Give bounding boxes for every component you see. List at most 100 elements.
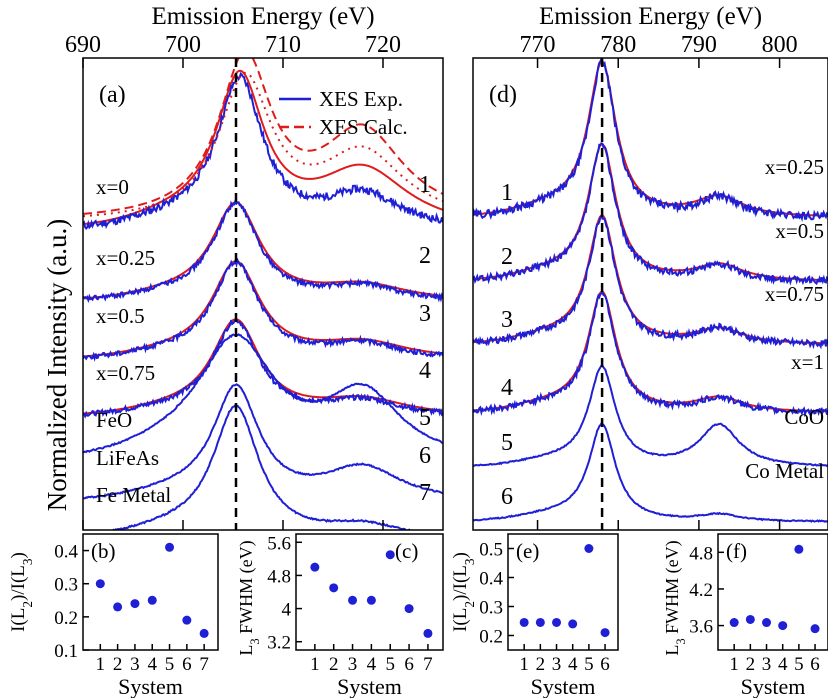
x-tick-label: 780	[600, 32, 636, 58]
x-tick-label: 1	[310, 654, 320, 675]
x-tick-label: 2	[536, 654, 546, 675]
y-tick-label: 0.3	[54, 575, 78, 596]
spectrum-number: 2	[501, 244, 513, 270]
x-tick-label: 1	[729, 654, 739, 675]
x-tick-label: 690	[65, 32, 101, 58]
spectrum-label: Fe Metal	[96, 483, 171, 507]
exp-spectrum-3	[473, 214, 828, 350]
spectrum-number: 1	[419, 172, 431, 198]
data-point	[794, 544, 804, 554]
spectrum-label: x=0.75	[96, 361, 155, 385]
x-tick-label: 720	[365, 32, 401, 58]
y-tick-label: 4	[282, 600, 292, 621]
y-axis-title: L3 FWHM (eV)	[662, 540, 688, 655]
spectrum-number: 5	[419, 405, 431, 431]
exp-spectrum-5	[83, 333, 443, 454]
x-tick-label: 7	[199, 654, 209, 675]
x-axis-title: System	[337, 674, 402, 698]
exp-spectrum-2	[473, 142, 828, 286]
spectrum-label: x=0.25	[96, 246, 155, 270]
spectrum-label: LiFeAs	[96, 446, 159, 470]
y-axis-title: L3 FWHM (eV)	[236, 540, 262, 655]
data-point	[348, 595, 358, 605]
spectrum-label: x=0.5	[96, 304, 145, 328]
data-point	[519, 617, 529, 627]
data-point	[147, 595, 157, 605]
calc-spectrum-dash	[83, 58, 443, 215]
exp-spectrum-1	[83, 71, 443, 231]
x-tick-label: 800	[762, 32, 798, 58]
panel-label: (b)	[91, 539, 116, 563]
x-tick-label: 5	[385, 654, 395, 675]
spectrum-label: FeO	[96, 408, 132, 432]
y-tick-label: 0.3	[479, 598, 503, 619]
panel-label: (d)	[489, 82, 517, 108]
spectrum-number: 7	[419, 480, 431, 506]
spectrum-label: x=0.25	[765, 155, 824, 179]
data-point	[568, 619, 578, 629]
y-axis-title: I(L2)/I(L3)	[450, 552, 477, 632]
y-tick-label: 3.2	[267, 633, 291, 654]
inset-panel-e: 0.2 0.3 0.4 0.5 1 2 3 4 5 6 (e) System I(L2)/I(L3)	[450, 533, 619, 698]
plot-frame	[82, 57, 444, 531]
plot-frame	[472, 57, 828, 531]
y-tick-label: 0.2	[479, 627, 503, 648]
x-tick-label: 710	[265, 32, 301, 58]
x-tick-label: 790	[681, 32, 717, 58]
y-axis-title: I(L2)/I(L3)	[8, 552, 35, 632]
exp-spectrum-6	[473, 422, 828, 523]
x-tick-label: 1	[96, 654, 106, 675]
data-point	[600, 628, 610, 638]
spectrum-number: 6	[501, 484, 513, 510]
data-point	[199, 628, 209, 638]
spectrum-number: 4	[501, 375, 513, 401]
exp-spectrum-4	[83, 318, 443, 419]
y-tick-label: 5.6	[267, 533, 291, 554]
data-point	[810, 624, 820, 634]
data-point	[329, 583, 339, 593]
y-axis-title: Normalized Intensity (a.u.)	[42, 219, 72, 511]
inset-frame	[82, 533, 219, 651]
x-tick-label: 1	[519, 654, 529, 675]
x-tick-label: 4	[367, 654, 377, 675]
data-point	[535, 617, 545, 627]
x-axis-title: System	[531, 674, 596, 698]
x-tick-label: 700	[165, 32, 201, 58]
x-axis-title: System	[118, 674, 183, 698]
inset-panel-b: 0.1 0.2 0.3 0.4 1 2 3 4 5 6 7 (b) System I(L2)/I(L3)	[8, 533, 219, 698]
inset-panel-f: 3.6 4.2 4.8 1 2 3 4 5 6 (f) System L3 FWHM (eV)	[662, 533, 828, 698]
spectrum-number: 3	[501, 307, 513, 333]
exp-spectrum-2	[83, 197, 443, 304]
spectrum-number: 2	[419, 243, 431, 269]
y-tick-label: 0.4	[479, 569, 503, 590]
y-tick-label: 0.2	[54, 608, 78, 629]
data-point	[165, 542, 175, 552]
legend-entry: XES Calc.	[319, 115, 408, 139]
exp-spectrum-7	[106, 403, 419, 530]
data-point	[423, 628, 433, 638]
x-tick-label: 6	[182, 654, 192, 675]
x-tick-label: 6	[810, 654, 820, 675]
y-tick-label: 3.6	[689, 617, 713, 638]
panel-label: (f)	[726, 539, 747, 563]
x-axis-title: System	[741, 674, 806, 698]
x-tick-label: 6	[404, 654, 414, 675]
x-tick-label: 3	[552, 654, 562, 675]
y-tick-label: 4.8	[267, 566, 291, 587]
x-tick-label: 5	[165, 654, 175, 675]
data-point	[366, 595, 376, 605]
y-tick-label: 0.5	[479, 540, 503, 561]
spectrum-label: Co Metal	[745, 459, 824, 483]
x-tick-label: 2	[746, 654, 756, 675]
inset-frame	[295, 533, 444, 651]
data-point	[310, 562, 320, 572]
panel-label: (c)	[395, 539, 418, 563]
inset-frame	[717, 533, 828, 651]
panel-label: (a)	[99, 82, 126, 108]
data-point	[95, 579, 105, 589]
data-point	[113, 602, 123, 612]
y-tick-label: 0.1	[54, 641, 78, 662]
x-tick-label: 2	[329, 654, 339, 675]
